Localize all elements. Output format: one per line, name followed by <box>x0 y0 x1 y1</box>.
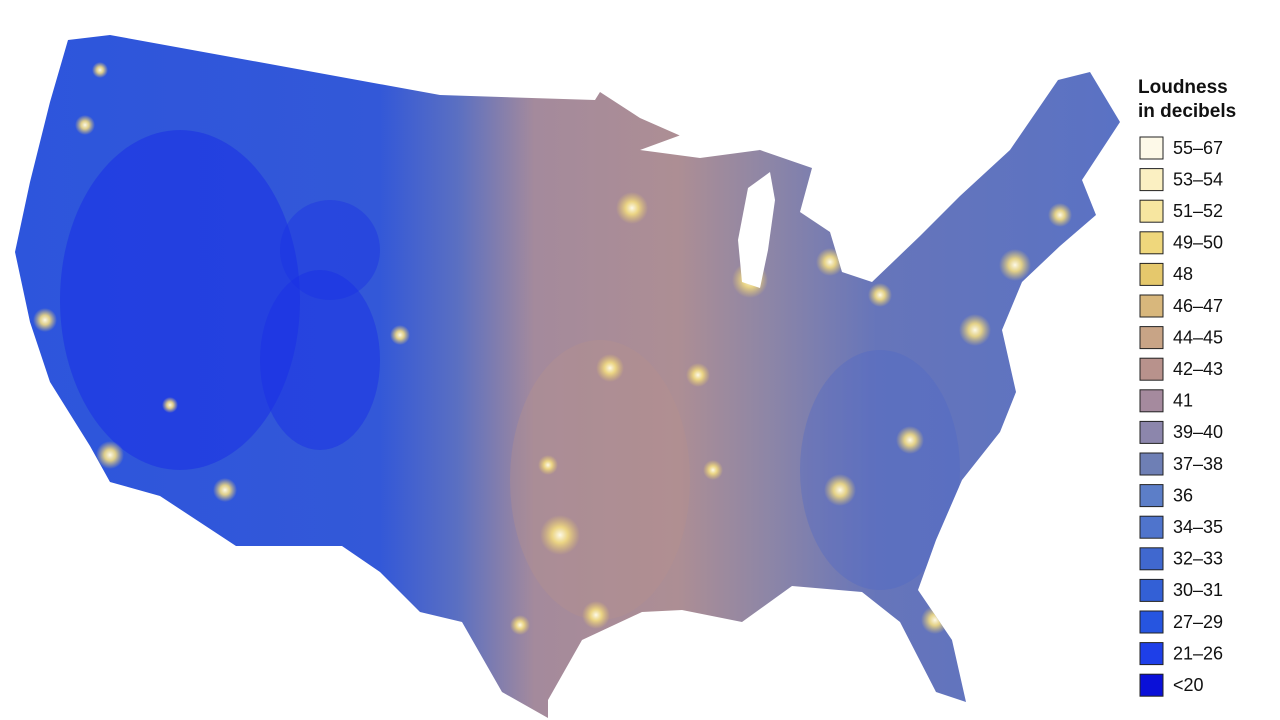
legend-label: 42–43 <box>1173 359 1223 379</box>
noise-overlay <box>33 62 1072 635</box>
legend-label: 46–47 <box>1173 296 1223 316</box>
legend-swatch <box>1139 578 1164 602</box>
legend-swatch <box>1139 199 1164 223</box>
legend-swatch <box>1139 168 1164 192</box>
us-map <box>15 35 1120 718</box>
legend-swatch <box>1139 294 1164 318</box>
legend-swatch <box>1139 420 1164 444</box>
legend-label: 44–45 <box>1173 327 1223 347</box>
legend-swatch <box>1139 326 1164 350</box>
legend-label: 30–31 <box>1173 580 1223 600</box>
legend: Loudness in decibels 55–67 53–54 51–52 49–5… <box>1138 77 1236 697</box>
legend-label: 55–67 <box>1173 138 1223 158</box>
legend-label: 32–33 <box>1173 549 1223 569</box>
legend-label: <20 <box>1173 675 1204 695</box>
lake-michigan <box>738 172 775 288</box>
legend-title: Loudness <box>1138 77 1228 98</box>
legend-label: 48 <box>1173 264 1193 284</box>
legend-swatch <box>1139 357 1164 381</box>
legend-label: 39–40 <box>1173 422 1223 442</box>
legend-swatch <box>1139 610 1164 634</box>
legend-swatch <box>1139 547 1164 571</box>
legend-swatch <box>1139 389 1164 413</box>
lake-superior <box>640 128 760 158</box>
legend-swatch <box>1139 673 1164 697</box>
legend-swatch <box>1139 642 1164 666</box>
legend-swatch <box>1139 515 1164 539</box>
legend-label: 36 <box>1173 485 1193 505</box>
legend-label: 51–52 <box>1173 201 1223 221</box>
legend-label: 34–35 <box>1173 517 1223 537</box>
legend-title: in decibels <box>1138 101 1236 122</box>
legend-label: 53–54 <box>1173 169 1223 189</box>
legend-swatch <box>1139 136 1164 160</box>
legend-label: 49–50 <box>1173 233 1223 253</box>
legend-swatch <box>1139 231 1164 255</box>
legend-swatch <box>1139 262 1164 286</box>
legend-label: 41 <box>1173 391 1193 411</box>
legend-label: 27–29 <box>1173 612 1223 632</box>
legend-label: 37–38 <box>1173 454 1223 474</box>
legend-label: 21–26 <box>1173 643 1223 663</box>
legend-swatch <box>1139 484 1164 508</box>
legend-swatch <box>1139 452 1164 476</box>
